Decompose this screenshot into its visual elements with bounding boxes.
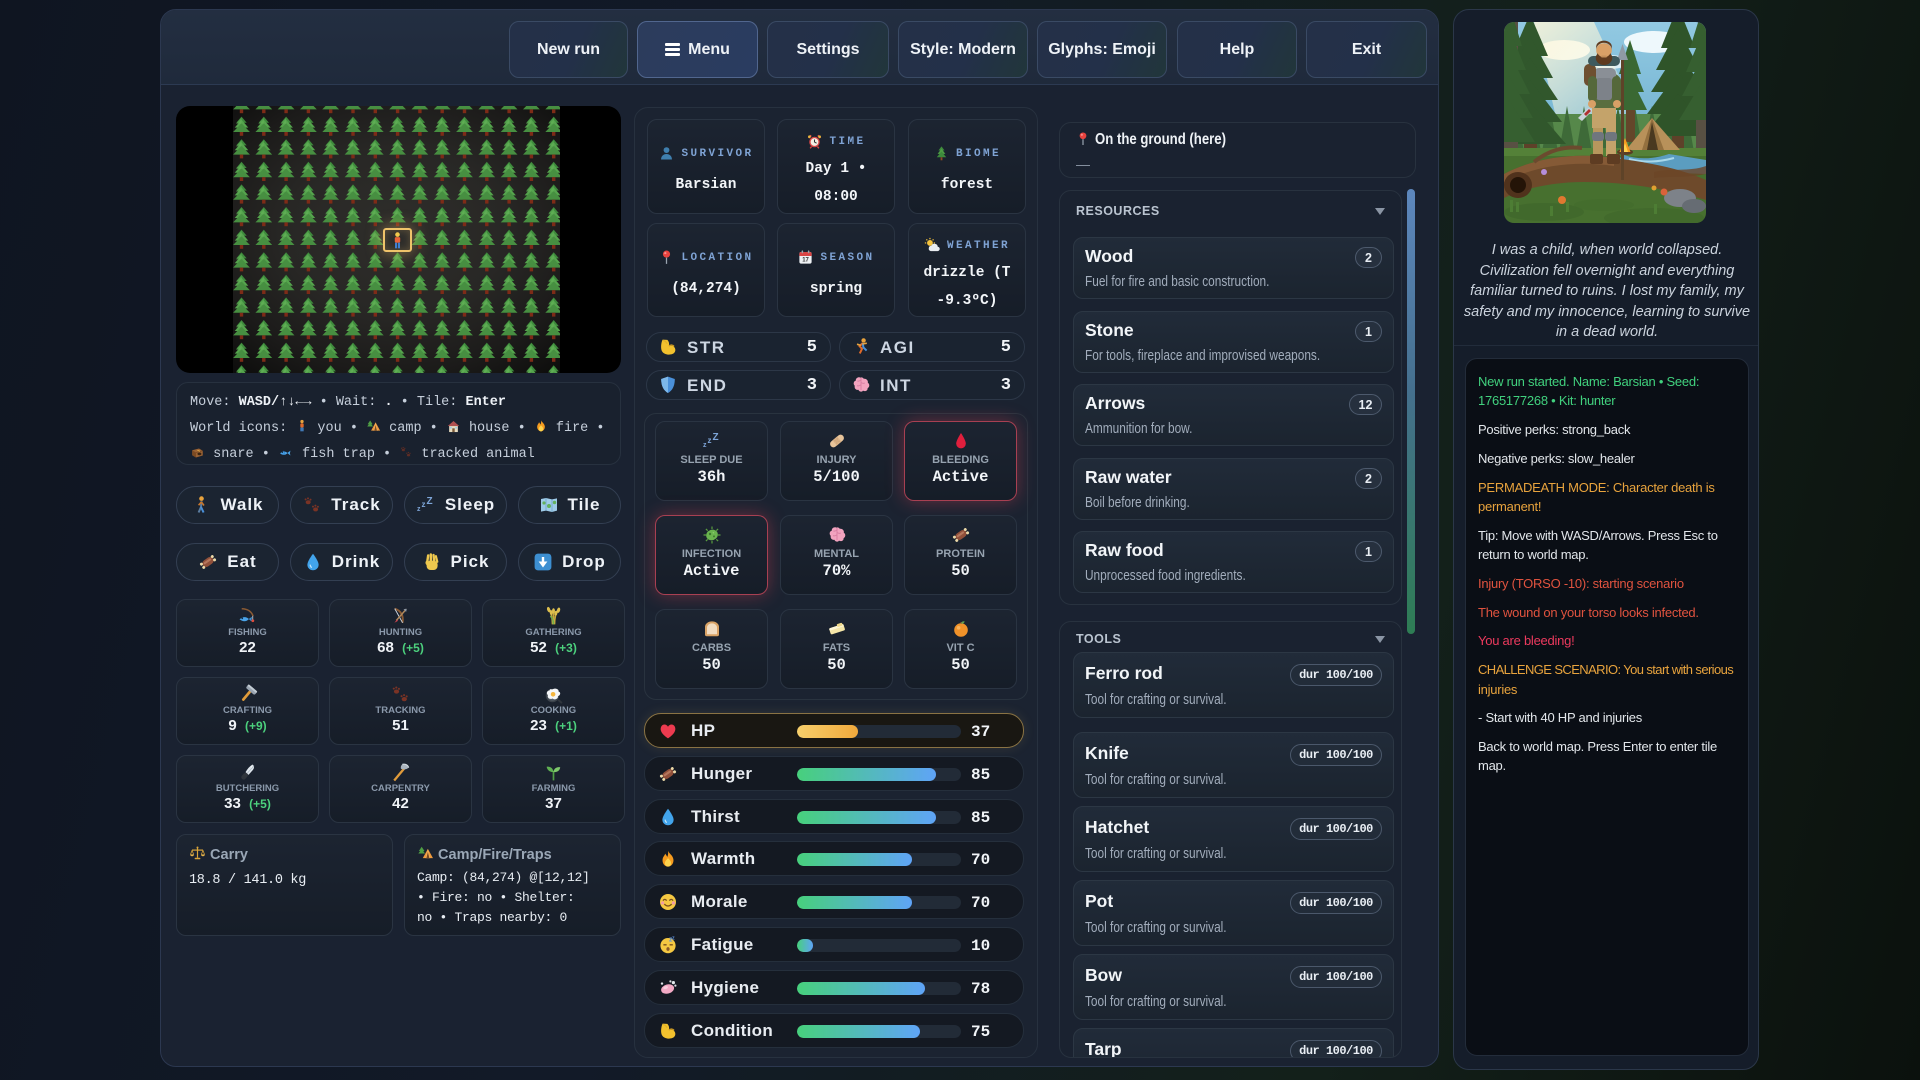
svg-text:Z: Z [426,496,433,507]
svg-text:17: 17 [803,258,810,264]
svg-text:z: z [421,500,426,509]
svg-text:z: z [669,937,673,944]
svg-text:z: z [672,936,675,942]
svg-text:z: z [707,436,711,445]
svg-text:z: z [417,506,422,513]
svg-text:z: z [703,442,707,449]
svg-text:Z: Z [712,432,718,443]
